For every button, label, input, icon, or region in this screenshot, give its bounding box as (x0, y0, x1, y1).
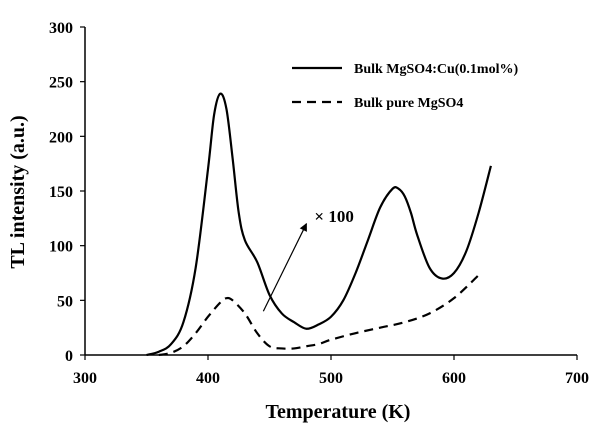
legend-label-1: Bulk MgSO4:Cu(0.1mol%) (354, 62, 518, 77)
legend: Bulk MgSO4:Cu(0.1mol%) Bulk pure MgSO4 (292, 62, 518, 111)
annotation-layer: × 100 (262, 207, 354, 312)
x-tick-label: 400 (196, 370, 220, 387)
y-tick-label: 0 (65, 348, 73, 365)
series-layer (146, 92, 492, 357)
x-tick-label: 500 (319, 370, 343, 387)
y-axis-label: TL intensity (a.u.) (7, 115, 29, 268)
y-tick-label: 200 (49, 129, 73, 146)
annotation-label: × 100 (314, 207, 353, 226)
series-line-1 (146, 92, 492, 357)
y-tick-label: 50 (57, 293, 73, 310)
x-tick-label: 300 (73, 370, 97, 387)
y-tick-label: 250 (49, 75, 73, 92)
y-tick-label: 100 (49, 239, 73, 256)
annotation-arrow (262, 222, 307, 312)
ticks: 300 400 500 600 700 0 50 100 150 200 250 300 (49, 20, 589, 387)
x-axis-label: Temperature (K) (266, 401, 411, 423)
x-tick-label: 600 (442, 370, 466, 387)
series-line-2 (158, 274, 480, 357)
x-tick-label: 700 (565, 370, 589, 387)
y-tick-label: 300 (49, 20, 73, 37)
legend-label-2: Bulk pure MgSO4 (354, 96, 463, 111)
y-tick-label: 150 (49, 184, 73, 201)
